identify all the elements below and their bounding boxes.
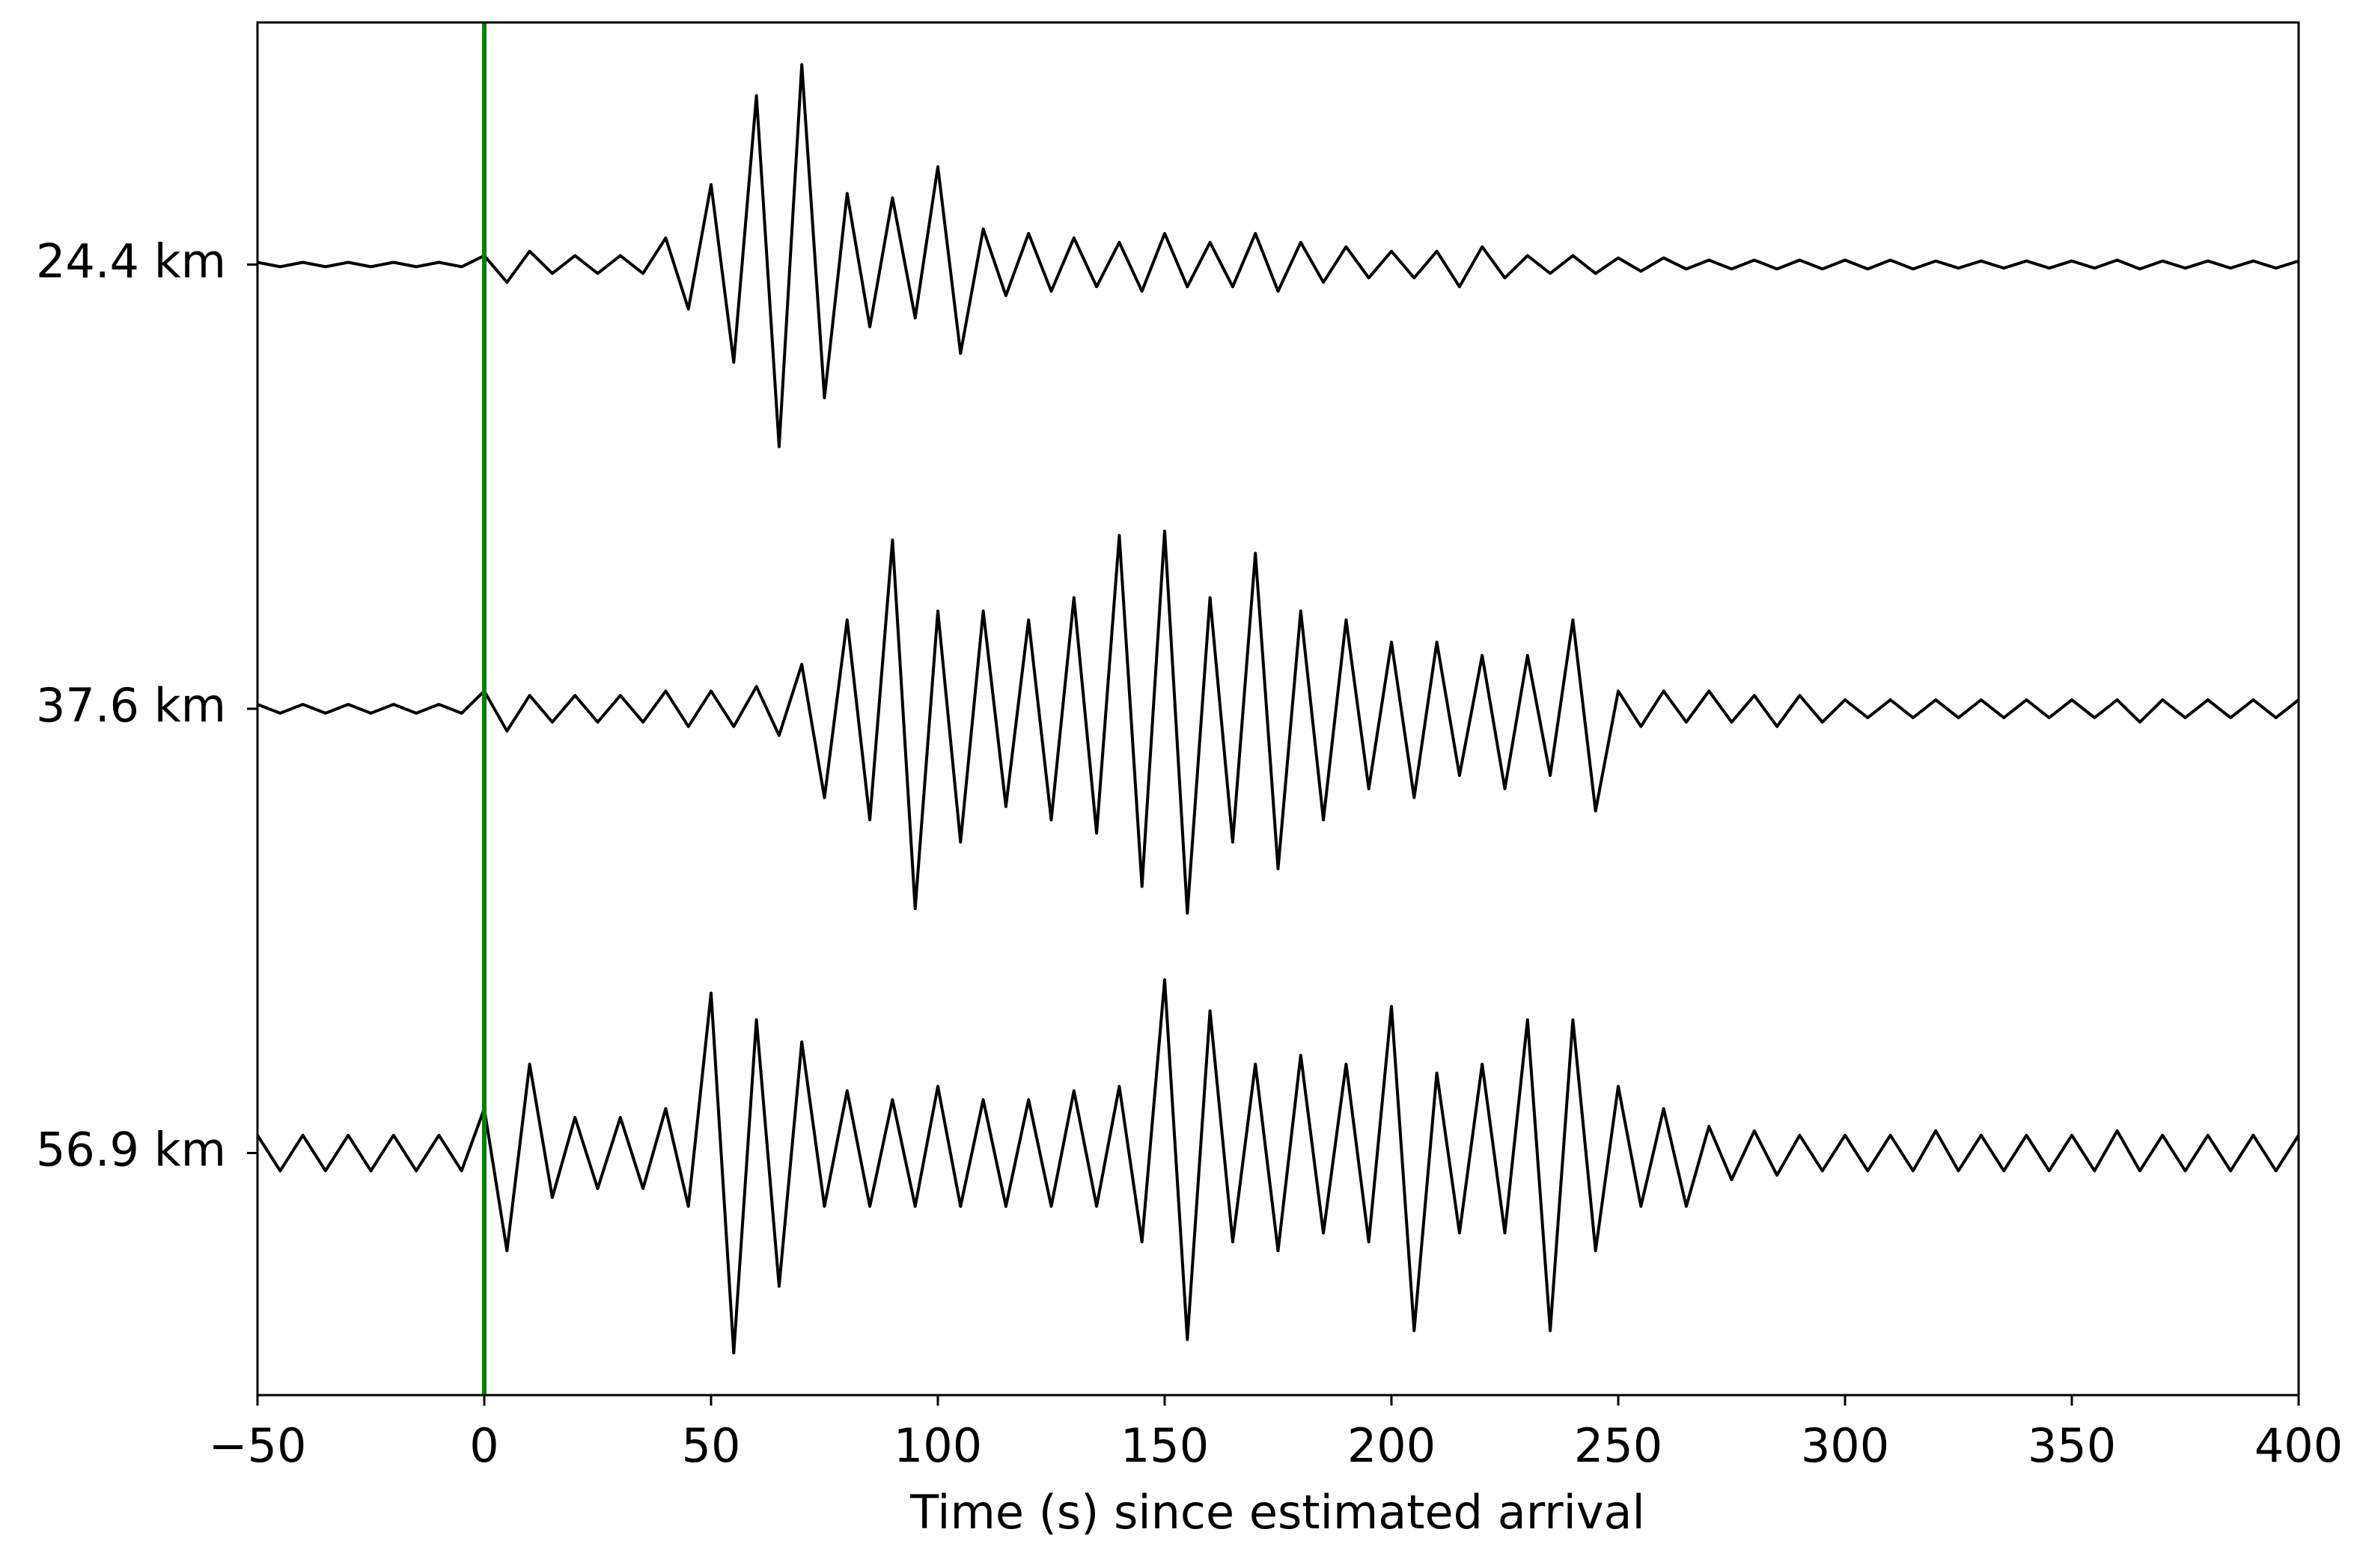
x-tick-label: 200 <box>1347 1418 1436 1473</box>
x-tick-label: 350 <box>2028 1418 2116 1473</box>
y-tick-label: 56.9 km <box>36 1123 226 1177</box>
y-tick-label: 24.4 km <box>36 234 226 289</box>
x-tick-label: 50 <box>682 1418 741 1473</box>
x-tick-label: 300 <box>1801 1418 1889 1473</box>
x-tick-label: 150 <box>1120 1418 1209 1473</box>
x-tick-label: 100 <box>894 1418 982 1473</box>
x-tick-label: 0 <box>469 1418 498 1473</box>
trace <box>256 978 2300 1355</box>
plot-frame <box>256 21 2300 1397</box>
trace <box>257 63 2299 448</box>
x-tick-label: 250 <box>1574 1418 1662 1473</box>
x-tick-label: 400 <box>2254 1418 2343 1473</box>
x-tick-label: −50 <box>209 1418 307 1473</box>
y-tick-label: 37.6 km <box>36 678 226 733</box>
x-axis-label: Time (s) since estimated arrival <box>909 1485 1645 1540</box>
trace <box>257 529 2300 915</box>
